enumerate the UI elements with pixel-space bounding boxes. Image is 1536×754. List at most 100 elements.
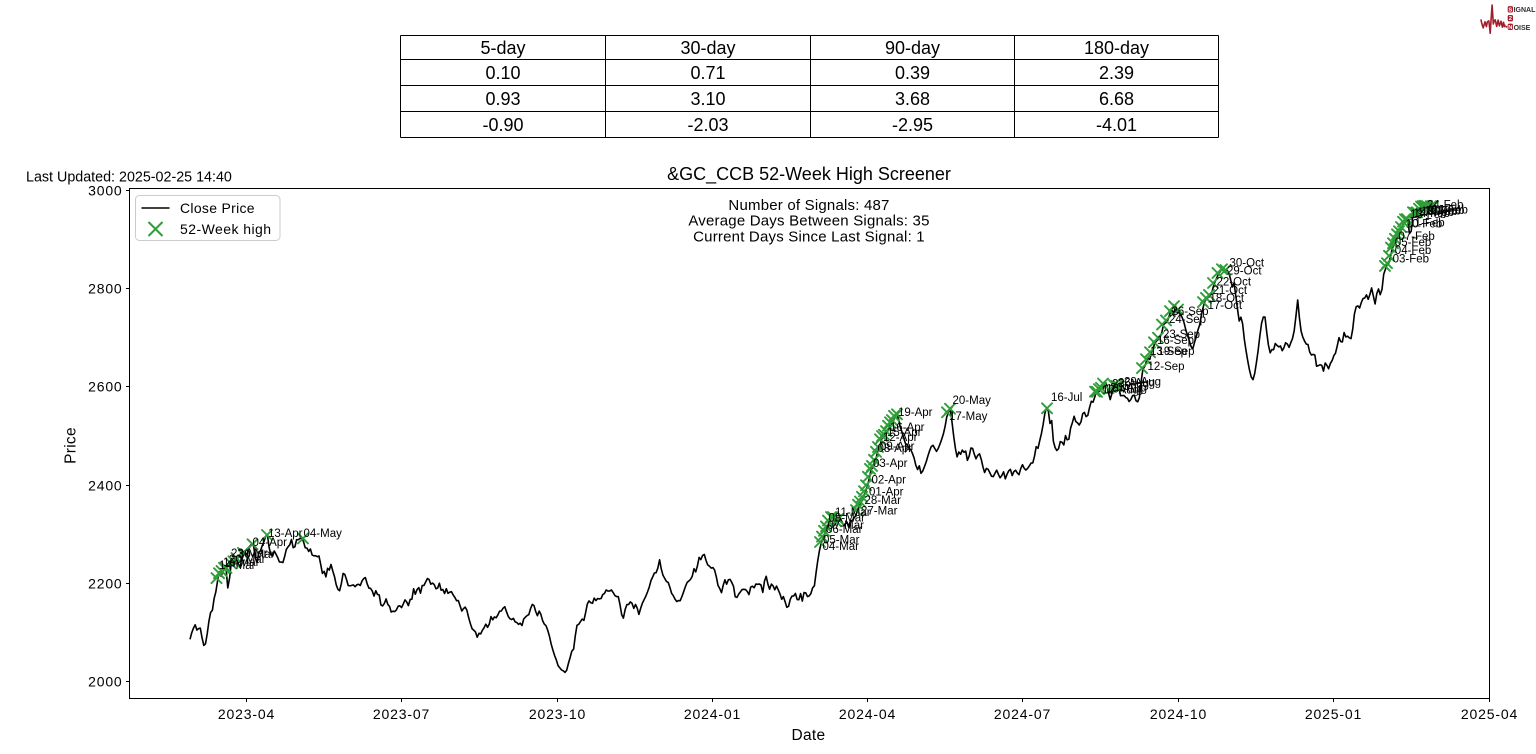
svg-text:21-Oct: 21-Oct: [1213, 285, 1248, 297]
svg-text:23-Mar: 23-Mar: [231, 548, 268, 560]
svg-text:19-Apr: 19-Apr: [898, 407, 933, 419]
svg-text:07-Feb: 07-Feb: [1398, 231, 1434, 243]
svg-text:Date: Date: [792, 727, 826, 744]
svg-text:Last Updated: 2025-02-25 14:40: Last Updated: 2025-02-25 14:40: [26, 170, 232, 186]
svg-text:17-May: 17-May: [949, 411, 988, 423]
svg-text:08-Mar: 08-Mar: [829, 513, 866, 525]
svg-text:2023-10: 2023-10: [529, 706, 586, 722]
svg-text:04-Feb: 04-Feb: [1395, 245, 1431, 257]
svg-text:12-Apr: 12-Apr: [883, 432, 918, 444]
svg-text:02-Apr: 02-Apr: [872, 475, 907, 487]
svg-text:12-Sep: 12-Sep: [1148, 361, 1185, 373]
svg-text:2600: 2600: [88, 379, 122, 395]
svg-text:Price: Price: [63, 427, 80, 464]
svg-text:29-Oct: 29-Oct: [1227, 266, 1262, 278]
svg-text:13-Feb: 13-Feb: [1410, 209, 1446, 221]
svg-text:05-Mar: 05-Mar: [823, 535, 860, 547]
svg-text:05-Feb: 05-Feb: [1395, 237, 1431, 249]
svg-text:2024-07: 2024-07: [994, 706, 1051, 722]
svg-text:-2.03: -2.03: [687, 115, 728, 135]
svg-text:03-Apr: 03-Apr: [873, 458, 908, 470]
svg-text:180-day: 180-day: [1084, 38, 1149, 58]
svg-text:19-Feb: 19-Feb: [1425, 206, 1461, 218]
svg-text:2800: 2800: [88, 281, 122, 297]
svg-text:21-Feb: 21-Feb: [1432, 205, 1468, 217]
svg-text:2024-04: 2024-04: [839, 706, 896, 722]
svg-text:2.39: 2.39: [1099, 63, 1134, 83]
svg-text:S: S: [1508, 7, 1512, 13]
svg-text:Number of Signals: 487: Number of Signals: 487: [728, 197, 889, 214]
svg-text:2023-04: 2023-04: [218, 706, 275, 722]
svg-text:11-Feb: 11-Feb: [1409, 218, 1445, 230]
svg-text:-4.01: -4.01: [1096, 115, 1137, 135]
svg-text:2024-01: 2024-01: [684, 706, 741, 722]
svg-text:16-Aug: 16-Aug: [1106, 384, 1143, 396]
svg-text:2024-10: 2024-10: [1150, 706, 1207, 722]
svg-text:27-Mar: 27-Mar: [861, 506, 898, 518]
svg-text:11-Mar: 11-Mar: [835, 507, 871, 519]
svg-text:16-Mar: 16-Mar: [223, 557, 260, 569]
svg-text:28-Mar: 28-Mar: [865, 495, 902, 507]
svg-text:14-Mar: 14-Mar: [219, 560, 256, 572]
svg-text:0.10: 0.10: [485, 63, 520, 83]
svg-text:-0.90: -0.90: [482, 115, 523, 135]
svg-text:OISE: OISE: [1514, 25, 1531, 32]
svg-text:03-Feb: 03-Feb: [1393, 253, 1429, 265]
svg-text:2000: 2000: [88, 674, 122, 690]
svg-text:30-Oct: 30-Oct: [1230, 258, 1265, 270]
svg-text:18-Oct: 18-Oct: [1210, 293, 1245, 305]
svg-text:6.68: 6.68: [1099, 89, 1134, 109]
svg-text:26-Aug: 26-Aug: [1118, 378, 1155, 390]
svg-text:10-Feb: 10-Feb: [1406, 218, 1442, 230]
svg-text:20-Mar: 20-Mar: [229, 554, 266, 566]
svg-text:2: 2: [1509, 16, 1512, 22]
svg-text:13-Apr: 13-Apr: [268, 528, 303, 540]
svg-text:2023-07: 2023-07: [373, 706, 430, 722]
svg-text:18-Feb: 18-Feb: [1421, 206, 1457, 218]
svg-text:01-Apr: 01-Apr: [869, 487, 904, 499]
svg-text:2025-04: 2025-04: [1461, 706, 1518, 722]
svg-text:29-Aug: 29-Aug: [1124, 377, 1161, 389]
svg-text:90-day: 90-day: [885, 38, 940, 58]
svg-text:30-Mar: 30-Mar: [238, 549, 275, 561]
svg-text:2200: 2200: [88, 576, 122, 592]
svg-text:&GC_CCB 52-Week High Screener: &GC_CCB 52-Week High Screener: [667, 164, 951, 185]
svg-text:20-May: 20-May: [953, 395, 992, 407]
svg-text:17-Oct: 17-Oct: [1208, 300, 1243, 312]
svg-text:23-Sep: 23-Sep: [1163, 329, 1200, 341]
svg-text:0.93: 0.93: [485, 89, 520, 109]
svg-text:30-day: 30-day: [680, 38, 735, 58]
svg-text:52-Week high: 52-Week high: [180, 221, 272, 237]
svg-text:3.68: 3.68: [895, 89, 930, 109]
svg-text:16-Apr: 16-Apr: [890, 422, 925, 434]
svg-text:24-Feb: 24-Feb: [1427, 200, 1463, 212]
svg-text:17-Feb: 17-Feb: [1418, 207, 1454, 219]
svg-text:N: N: [1508, 25, 1512, 31]
svg-text:0.39: 0.39: [895, 63, 930, 83]
svg-text:13-Sep: 13-Sep: [1150, 346, 1187, 358]
svg-text:Current Days Since Last Signal: Current Days Since Last Signal: 1: [693, 228, 925, 245]
svg-text:08-Apr: 08-Apr: [878, 443, 913, 455]
svg-text:04-Mar: 04-Mar: [823, 541, 860, 553]
svg-text:2400: 2400: [88, 478, 122, 494]
svg-text:5-day: 5-day: [480, 38, 525, 58]
svg-text:06-Mar: 06-Mar: [826, 524, 863, 536]
svg-text:07-Mar: 07-Mar: [828, 520, 865, 532]
svg-text:3.10: 3.10: [690, 89, 725, 109]
svg-text:15-Apr: 15-Apr: [887, 427, 922, 439]
svg-text:09-Apr: 09-Apr: [880, 441, 915, 453]
svg-text:12-Aug: 12-Aug: [1102, 385, 1139, 397]
svg-text:16-Sep: 16-Sep: [1157, 335, 1194, 347]
svg-text:2025-01: 2025-01: [1305, 706, 1362, 722]
svg-text:IGNAL: IGNAL: [1514, 7, 1536, 14]
svg-text:19-Sep: 19-Sep: [1158, 346, 1195, 358]
svg-text:Average Days Between Signals:: Average Days Between Signals: 35: [688, 213, 929, 230]
svg-text:26-Sep: 26-Sep: [1172, 306, 1209, 318]
svg-text:24-Sep: 24-Sep: [1169, 314, 1206, 326]
svg-text:22-Oct: 22-Oct: [1217, 277, 1252, 289]
svg-text:0.71: 0.71: [690, 63, 725, 83]
svg-text:20-Feb: 20-Feb: [1428, 205, 1464, 217]
svg-text:16-Jul: 16-Jul: [1051, 392, 1082, 404]
svg-text:14-Feb: 14-Feb: [1414, 208, 1450, 220]
svg-text:3000: 3000: [88, 183, 122, 199]
